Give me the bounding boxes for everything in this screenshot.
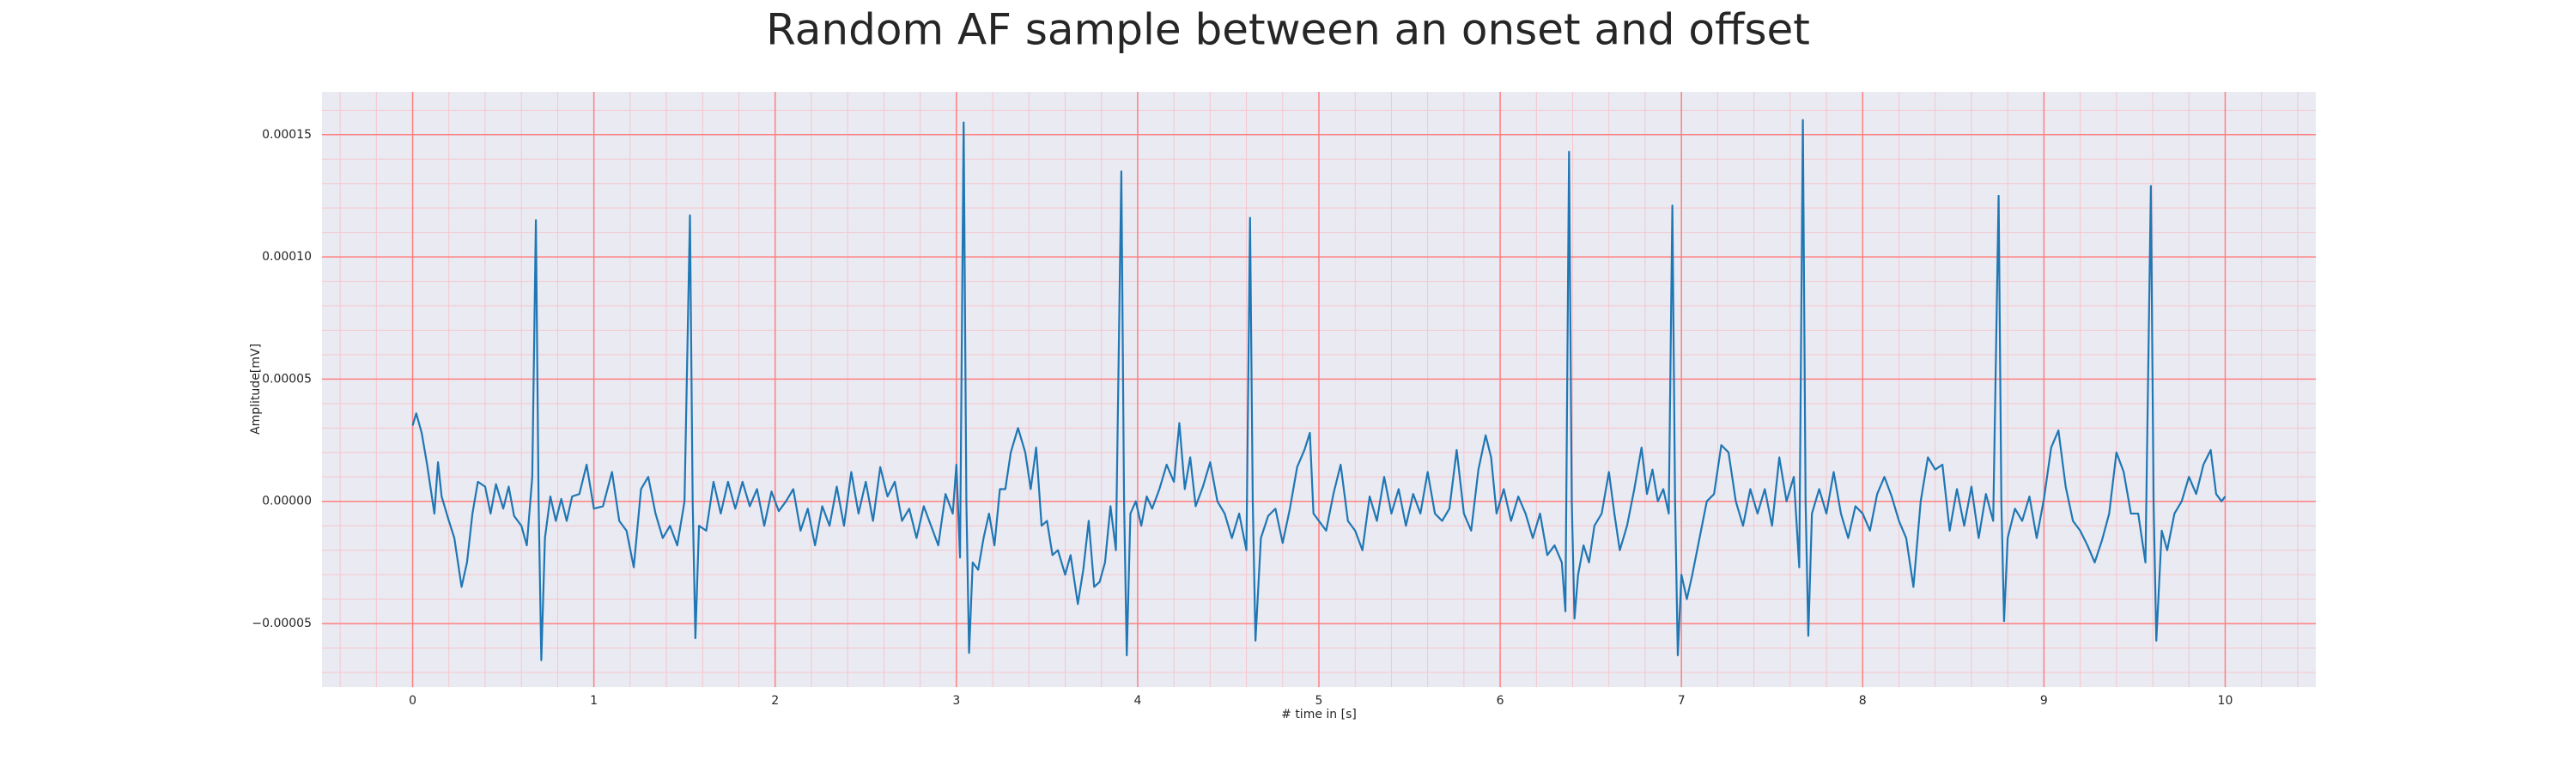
chart-title: Random AF sample between an onset and of… — [766, 5, 1810, 55]
x-tick-label: 3 — [952, 694, 960, 708]
signal-line — [411, 119, 2227, 661]
x-tick-label: 4 — [1133, 694, 1141, 708]
x-tick-label: 7 — [1678, 694, 1686, 708]
x-tick-label: 1 — [590, 694, 598, 708]
x-tick-label: 9 — [2040, 694, 2048, 708]
y-tick-label: 0.00005 — [262, 372, 312, 386]
x-tick-label: 5 — [1315, 694, 1323, 708]
x-tick-label: 8 — [1859, 694, 1867, 708]
x-tick-label: 6 — [1497, 694, 1504, 708]
y-tick-label: −0.00005 — [252, 617, 312, 630]
x-tick-label: 10 — [2218, 694, 2233, 708]
x-axis-label: # time in [s] — [1281, 708, 1357, 721]
y-tick-label: 0.00015 — [262, 128, 312, 142]
x-tick-label: 0 — [409, 694, 416, 708]
y-tick-label: 0.00010 — [262, 250, 312, 264]
y-tick-label: 0.00000 — [262, 495, 312, 508]
x-tick-label: 2 — [771, 694, 779, 708]
y-axis-label: Amplitude[mV] — [249, 344, 263, 435]
